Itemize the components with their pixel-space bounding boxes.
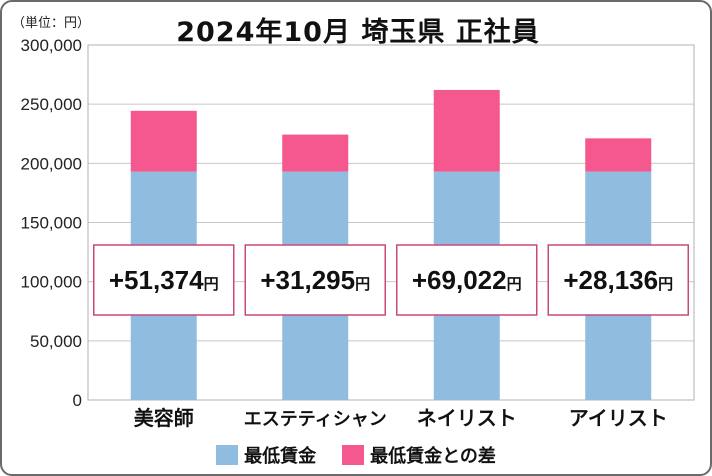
x-category-label: ネイリスト	[417, 406, 517, 430]
legend-item-difference: 最低賃金との差	[342, 442, 496, 468]
x-category-label: エステティシャン	[244, 409, 387, 430]
legend-label-difference: 最低賃金との差	[370, 446, 496, 466]
difference-callout-box	[244, 244, 386, 316]
y-tick-label: 200,000	[21, 154, 82, 173]
x-category-label: アイリスト	[569, 406, 668, 430]
y-tick-label: 100,000	[21, 273, 82, 292]
y-tick-label: 300,000	[21, 36, 82, 55]
bar-difference	[282, 134, 349, 172]
legend-swatch-difference	[342, 445, 365, 465]
y-tick-label: 0	[73, 391, 82, 410]
difference-label: +51,374円	[109, 265, 219, 295]
unit-note: （単位：円）	[12, 16, 91, 31]
legend-item-minimum-wage: 最低賃金	[216, 442, 316, 468]
plot-area-border	[87, 44, 695, 401]
y-tick-label: 50,000	[30, 332, 82, 351]
difference-callout-box	[93, 244, 235, 316]
bar-difference	[433, 89, 500, 172]
legend-swatch-minimum-wage	[216, 445, 239, 465]
difference-callout-box	[547, 244, 689, 316]
bar-difference	[585, 138, 652, 172]
difference-label: +28,136円	[563, 265, 673, 295]
y-tick-label: 150,000	[21, 214, 82, 233]
difference-label: +31,295円	[260, 265, 370, 295]
difference-label: +69,022円	[412, 265, 522, 295]
x-category-label: 美容師	[134, 406, 194, 430]
difference-callout-box	[396, 244, 538, 316]
bar-difference	[130, 110, 197, 172]
legend: 最低賃金 最低賃金との差	[0, 440, 712, 470]
chart-title: 2024年10月 埼玉県 正社員	[176, 17, 540, 48]
y-tick-label: 250,000	[21, 95, 82, 114]
legend-label-minimum-wage: 最低賃金	[244, 446, 317, 466]
